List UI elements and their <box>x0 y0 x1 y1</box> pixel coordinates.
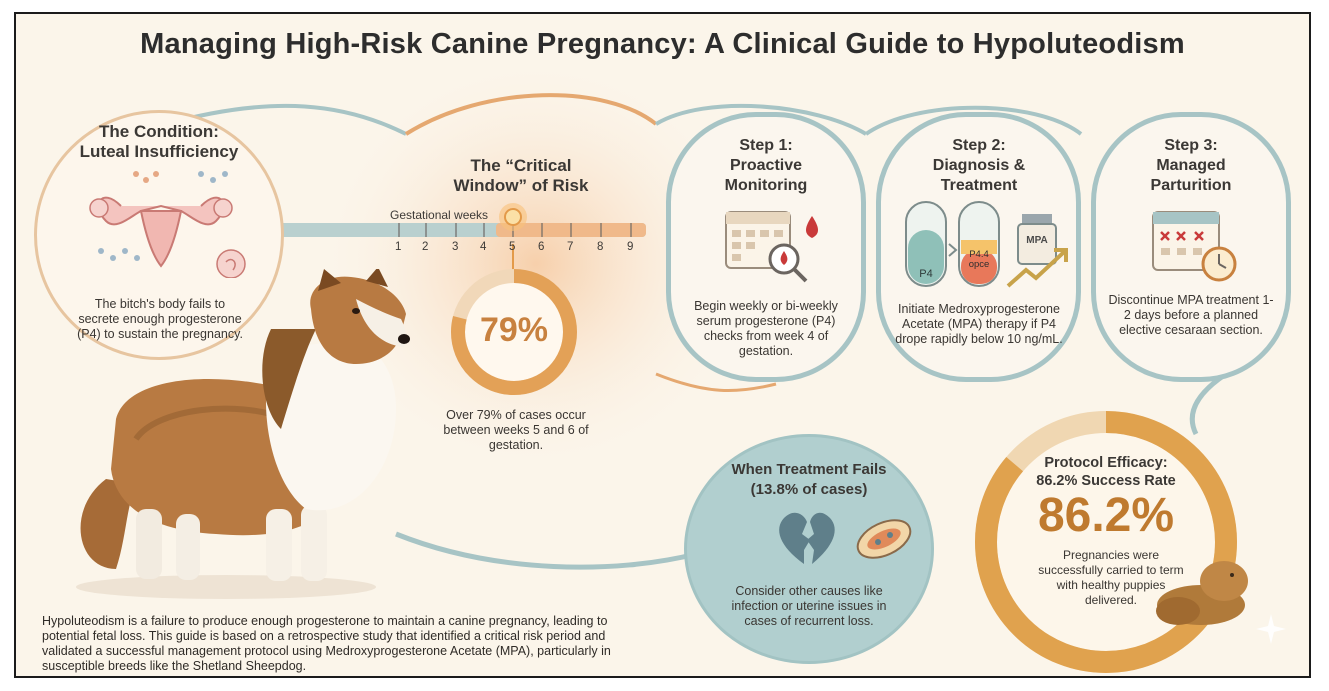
step3-heading-line3: Parturition <box>1150 177 1232 194</box>
sparkle-icon <box>1256 614 1286 644</box>
critical-window-heading-line1: The “Critical <box>470 156 572 175</box>
calendar-clock-icon <box>1152 211 1237 282</box>
week-label: 6 <box>538 241 545 253</box>
fails-heading: When Treatment Fails (13.8% of cases) <box>696 460 922 500</box>
condition-heading: The Condition: Luteal Insufficiency <box>56 122 262 162</box>
vial-label: MPA <box>1026 235 1048 246</box>
critical-percent: 79% <box>479 311 549 349</box>
efficacy-heading: Protocol Efficacy: 86.2% Success Rate <box>1016 454 1196 490</box>
step2-text: Initiate Medroxyprogesterone Acetate (MP… <box>895 302 1063 346</box>
condition-text: The bitch's body fails to secrete enough… <box>77 297 243 341</box>
step1-text: Begin weekly or bi-weekly serum progeste… <box>694 299 838 358</box>
week-label: 5 <box>509 241 516 253</box>
broken-heart-bacteria-icon <box>779 512 912 564</box>
fails-heading-line1: When Treatment Fails <box>731 461 887 478</box>
step2-heading: Step 2: Diagnosis & Treatment <box>891 136 1067 196</box>
calendar-magnifier-icon <box>725 211 818 283</box>
connector-paths <box>165 64 1277 570</box>
fails-text: Consider other causes like infection or … <box>731 584 887 628</box>
fails-heading-line2: (13.8% of cases) <box>750 481 868 498</box>
week-label: 3 <box>452 241 459 253</box>
week-label: 1 <box>395 241 402 253</box>
test-tubes-icon <box>905 201 1068 288</box>
step1-heading: Step 1: Proactive Monitoring <box>681 136 851 196</box>
infographic-frame: Managing High-Risk Canine Pregnancy: A C… <box>14 12 1311 678</box>
step2-heading-line2: Diagnosis & <box>932 157 1026 174</box>
week-label: 4 <box>480 241 487 253</box>
critical-window-heading: The “Critical Window” of Risk <box>436 156 606 196</box>
timeline-label: Gestational weeks <box>390 208 489 222</box>
tube2-label-line2: opce <box>968 259 990 270</box>
step3-heading-line2: Managed <box>1156 157 1226 174</box>
page-title: Managing High-Risk Canine Pregnancy: A C… <box>140 28 1185 60</box>
condition-heading-line2: Luteal Insufficiency <box>79 142 239 161</box>
tube2-label: P4.4 opce <box>961 250 997 270</box>
efficacy-text: Pregnancies were successfully carried to… <box>1038 548 1184 607</box>
step3-heading-line1: Step 3: <box>1164 137 1218 154</box>
step3-panel <box>1091 112 1291 382</box>
puppies-icon <box>1156 561 1248 625</box>
critical-window-heading-line2: Window” of Risk <box>453 176 589 195</box>
step1-heading-line3: Monitoring <box>724 177 808 194</box>
step2-heading-line3: Treatment <box>940 177 1018 194</box>
efficacy-heading-line1: Protocol Efficacy: <box>1044 455 1168 471</box>
week-label: 8 <box>597 241 604 253</box>
uterus-icon <box>89 171 246 278</box>
week-label: 7 <box>567 241 574 253</box>
tube1-label: P4 <box>919 268 933 280</box>
critical-window-text: Over 79% of cases occur between weeks 5 … <box>443 408 589 452</box>
footer-text: Hypoluteodism is a failure to produce en… <box>42 614 611 673</box>
step1-heading-line1: Step 1: <box>739 137 793 154</box>
condition-heading-line1: The Condition: <box>99 122 219 141</box>
week-label: 9 <box>627 241 634 253</box>
efficacy-heading-line2: 86.2% Success Rate <box>1036 473 1176 489</box>
step2-heading-line1: Step 2: <box>952 137 1006 154</box>
step3-text: Discontinue MPA treatment 1-2 days befor… <box>1108 293 1274 337</box>
tube2-label-line1: P4.4 <box>969 249 989 260</box>
step3-heading: Step 3: Managed Parturition <box>1106 136 1276 196</box>
shetland-sheepdog-illustration <box>76 269 410 599</box>
week-label: 2 <box>422 241 429 253</box>
step1-heading-line2: Proactive <box>729 157 803 174</box>
efficacy-percent: 86.2% <box>1037 489 1175 542</box>
